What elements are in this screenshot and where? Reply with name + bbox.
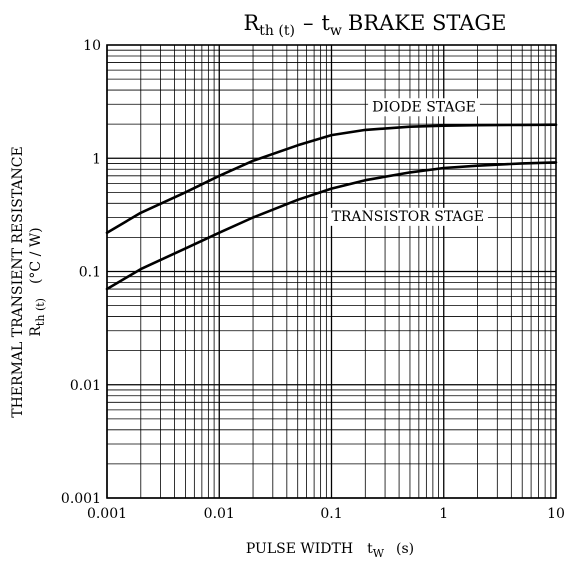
x-tick-label: 0.01 bbox=[204, 506, 235, 522]
x-tick-label: 10 bbox=[547, 506, 565, 522]
grid bbox=[106, 45, 556, 499]
series-label-transistor: TRANSISTOR STAGE bbox=[332, 209, 484, 225]
series-label-background bbox=[368, 98, 480, 117]
x-axis-label: PULSE WIDTH tW (s) bbox=[246, 541, 414, 560]
x-tick-label: 0.1 bbox=[320, 506, 342, 522]
series-line-transistor bbox=[105, 161, 558, 291]
series-group: DIODE STAGE TRANSISTOR STAGE bbox=[105, 98, 558, 291]
y-axis-label-line1: THERMAL TRANSIENT RESISTANCE bbox=[10, 146, 26, 417]
y-axis-label-group: THERMAL TRANSIENT RESISTANCE Rth (t)(°C … bbox=[10, 146, 47, 417]
y-tick-label: 10 bbox=[83, 38, 101, 54]
y-tick-label: 0.001 bbox=[61, 491, 101, 507]
series-label-background bbox=[327, 207, 488, 226]
x-tick-label: 0.001 bbox=[87, 506, 127, 522]
y-axis-label-line2: Rth (t)(°C / W) bbox=[28, 227, 47, 336]
chart-title: Rth (t) – tw BRAKE STAGE bbox=[243, 11, 506, 39]
tick-labels: 0.001 0.01 0.1 1 10 0.001 0.01 0.1 1 10 bbox=[61, 38, 565, 522]
series-line-diode bbox=[105, 123, 558, 234]
y-tick-label: 0.01 bbox=[70, 378, 101, 394]
series-label-diode: DIODE STAGE bbox=[372, 99, 476, 115]
y-tick-label: 1 bbox=[92, 151, 101, 167]
x-tick-label: 1 bbox=[439, 506, 448, 522]
y-tick-label: 0.1 bbox=[79, 265, 101, 281]
plot-frame bbox=[106, 44, 557, 499]
